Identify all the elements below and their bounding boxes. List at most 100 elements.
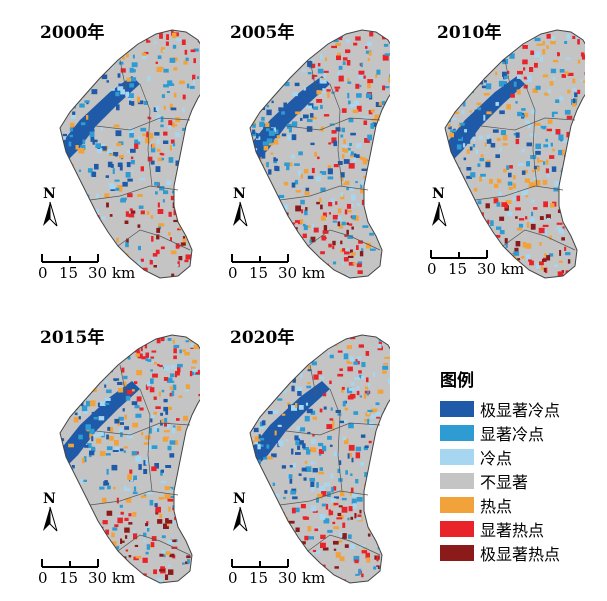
map-cell bbox=[171, 390, 175, 397]
map-cell bbox=[131, 170, 134, 173]
map-cell bbox=[91, 446, 95, 453]
map-cell bbox=[253, 360, 256, 364]
map-cell bbox=[291, 231, 295, 235]
map-cell bbox=[349, 452, 353, 457]
map-cell bbox=[473, 187, 478, 192]
map-cell bbox=[534, 51, 540, 58]
map-cell bbox=[150, 542, 155, 547]
map-cell bbox=[260, 52, 264, 58]
map-cell bbox=[361, 550, 368, 554]
map-cell bbox=[323, 114, 330, 117]
map-cell bbox=[484, 46, 489, 52]
map-cell bbox=[466, 88, 472, 94]
map-cell bbox=[478, 57, 483, 61]
map-cell bbox=[109, 152, 113, 156]
map-cell bbox=[501, 32, 505, 38]
map-cell bbox=[581, 124, 585, 129]
map-cell bbox=[358, 74, 363, 80]
map-cell bbox=[345, 247, 350, 251]
map-cell bbox=[272, 410, 278, 414]
map-cell bbox=[543, 267, 547, 272]
map-cell bbox=[373, 502, 377, 508]
map-cell bbox=[252, 123, 256, 128]
map-cell bbox=[274, 165, 278, 171]
map-cell bbox=[268, 238, 271, 242]
map-cell bbox=[540, 267, 546, 270]
map-cell bbox=[257, 72, 263, 75]
map-cell bbox=[84, 100, 90, 103]
map-cell bbox=[348, 444, 355, 451]
map-cell bbox=[268, 411, 273, 415]
map-cell bbox=[335, 409, 341, 413]
map-cell bbox=[333, 140, 338, 147]
map-cell bbox=[495, 102, 499, 106]
map-cell bbox=[367, 383, 371, 387]
map-cell bbox=[81, 87, 87, 91]
map-cell bbox=[558, 134, 564, 141]
map-cell bbox=[295, 403, 298, 408]
map-cell bbox=[77, 224, 83, 229]
map-cell bbox=[379, 153, 384, 156]
map-cell bbox=[124, 527, 130, 533]
map-cell bbox=[263, 145, 269, 151]
map-cell bbox=[175, 244, 181, 248]
map-cell bbox=[291, 121, 298, 128]
map-cell bbox=[133, 486, 137, 492]
map-cell bbox=[351, 382, 355, 386]
map-cell bbox=[530, 223, 536, 230]
map-cell bbox=[330, 498, 336, 503]
map-cell bbox=[167, 80, 173, 86]
map-cell bbox=[300, 541, 306, 545]
map-cell bbox=[496, 202, 501, 207]
map-cell bbox=[366, 557, 370, 560]
map-cell bbox=[526, 222, 530, 228]
map-cell bbox=[116, 142, 122, 147]
map-cell bbox=[104, 193, 110, 198]
map-cell bbox=[297, 445, 301, 450]
map-cell bbox=[79, 103, 85, 108]
map-cell bbox=[70, 198, 74, 204]
map-cell bbox=[62, 369, 69, 374]
map-cell bbox=[168, 120, 173, 126]
map-cell bbox=[365, 46, 368, 49]
map-cell bbox=[279, 523, 284, 530]
map-cell bbox=[575, 34, 579, 40]
map-cell bbox=[269, 528, 273, 533]
map-cell bbox=[386, 515, 390, 520]
map-cell bbox=[87, 443, 92, 448]
map-cell bbox=[335, 552, 341, 558]
map-cell bbox=[151, 536, 157, 541]
map-cell bbox=[322, 212, 327, 217]
map-cell bbox=[172, 425, 176, 428]
map-cell bbox=[257, 359, 262, 364]
legend-label: 极显著热点 bbox=[480, 545, 561, 564]
map-cell bbox=[377, 574, 382, 579]
map-cell bbox=[186, 83, 190, 89]
map-cell bbox=[294, 435, 299, 441]
map-cell bbox=[353, 215, 359, 221]
map-cell bbox=[555, 99, 560, 103]
map-cell bbox=[141, 431, 144, 436]
panel-year-label: 2015年 bbox=[40, 328, 105, 348]
map-cell bbox=[72, 390, 78, 396]
map-cell bbox=[361, 77, 364, 80]
map-cell bbox=[306, 105, 312, 109]
map-cell bbox=[516, 74, 522, 79]
map-cell bbox=[85, 549, 89, 553]
map-cell bbox=[193, 79, 196, 86]
map-cell bbox=[368, 194, 371, 199]
map-cell bbox=[317, 68, 324, 74]
map-cell bbox=[556, 226, 561, 230]
map-cell bbox=[354, 513, 357, 519]
map-cell bbox=[251, 440, 255, 444]
map-cell bbox=[72, 526, 79, 530]
map-cell bbox=[190, 343, 194, 348]
map-cell bbox=[339, 556, 345, 562]
map-cell bbox=[343, 257, 349, 262]
map-cell bbox=[356, 245, 359, 250]
map-cell bbox=[106, 80, 109, 83]
map-cell bbox=[496, 226, 502, 230]
map-cell bbox=[552, 148, 555, 152]
map-cell bbox=[119, 165, 123, 171]
map-cell bbox=[69, 396, 73, 400]
